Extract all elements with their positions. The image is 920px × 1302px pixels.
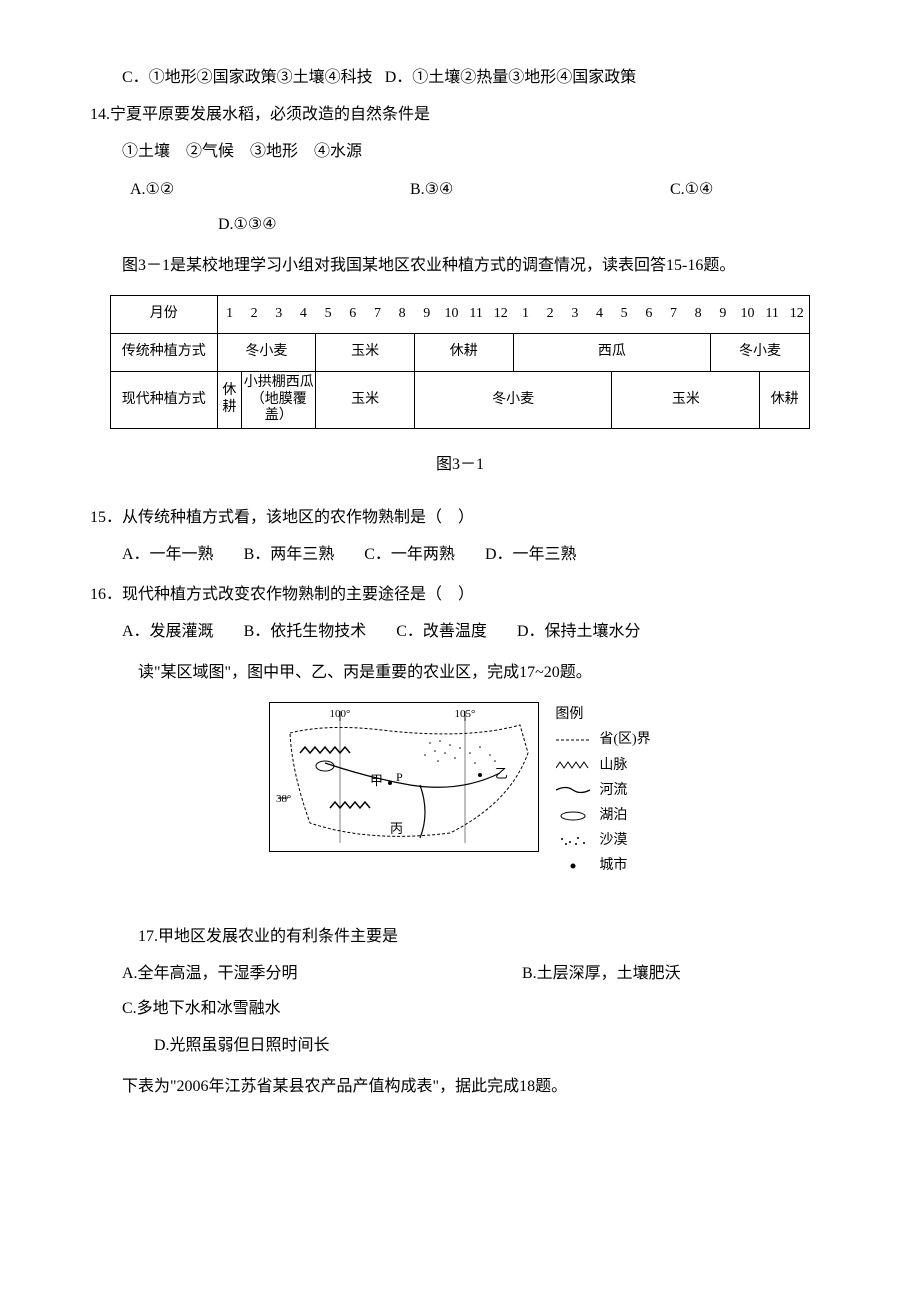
row1-label: 传统种植方式 (111, 333, 218, 371)
q16-stem: 16．现代种植方式改变农作物熟制的主要途径是（ ） (90, 577, 830, 612)
table-row-modern: 现代种植方式 休耕 小拱棚西瓜 （地膜覆盖） 玉米 冬小麦 玉米 休耕 (111, 371, 810, 428)
map-legend: 图例 省(区)界 山脉 河流 湖泊 沙漠 城市 (555, 702, 650, 878)
q14-opt-a: A.①② (130, 172, 410, 207)
q14-stem: 14.宁夏平原要发展水稻，必须改造的自然条件是 (90, 97, 830, 132)
q14-opt-d: D.①③④ (90, 207, 830, 242)
month-cell: 2 (538, 296, 563, 334)
crop-cell: 休耕 (414, 333, 513, 371)
desert-icon (555, 835, 591, 847)
q15-opt-c: C．一年两熟 (364, 537, 455, 572)
svg-text:乙: 乙 (495, 766, 508, 781)
legend-item-province: 省(区)界 (555, 727, 650, 752)
region-map-svg: 100° 105° 38° 甲 P 乙 丙 (269, 702, 539, 852)
figure-caption-3-1: 图3－1 (90, 447, 830, 482)
month-cell: 3 (562, 296, 587, 334)
crop-cell: 玉米 (316, 333, 415, 371)
q13-opt-d: D．①土壤②热量③地形④国家政策 (385, 69, 637, 86)
province-line-icon (555, 735, 591, 745)
month-cell: 11 (464, 296, 489, 334)
q15-stem: 15．从传统种植方式看，该地区的农作物熟制是（ ） (90, 500, 830, 535)
month-cell: 6 (637, 296, 662, 334)
legend-item-lake: 湖泊 (555, 803, 650, 828)
q15-opt-b: B．两年三熟 (244, 537, 335, 572)
mountain-icon (555, 760, 591, 770)
q17-stem: 17.甲地区发展农业的有利条件主要是 (90, 919, 830, 954)
month-cell: 12 (785, 296, 810, 334)
month-cell: 10 (735, 296, 760, 334)
q17-opt-c: C.多地下水和冰雪融水 (90, 991, 830, 1026)
month-cell: 5 (316, 296, 341, 334)
q13-opt-c: C．①地形②国家政策③土壤④科技 (122, 69, 373, 86)
table-row-months: 月份 1 2 3 4 5 6 7 8 9 10 11 12 1 2 3 4 5 … (111, 296, 810, 334)
q14-opts-abc: A.①② B.③④ C.①④ (90, 172, 830, 207)
q16-opts: A．发展灌溉 B．依托生物技术 C．改善温度 D．保持土壤水分 (90, 614, 830, 649)
q17-opt-b: B.土层深厚，土壤肥沃 (522, 956, 830, 991)
q17-opt-d: D.光照虽弱但日照时间长 (90, 1028, 830, 1063)
legend-item-city: 城市 (555, 853, 650, 878)
crop-cell: 冬小麦 (217, 333, 316, 371)
city-icon (555, 861, 591, 871)
intro-18: 下表为"2006年江苏省某县农产品产值构成表"，据此完成18题。 (90, 1069, 830, 1104)
crop-cell: 休耕 (760, 371, 810, 428)
svg-text:105°: 105° (455, 708, 476, 720)
svg-text:丙: 丙 (390, 821, 403, 836)
svg-text:100°: 100° (330, 708, 351, 720)
q14-opt-c: C.①④ (670, 172, 830, 207)
cropping-schedule-table: 月份 1 2 3 4 5 6 7 8 9 10 11 12 1 2 3 4 5 … (110, 295, 810, 429)
month-cell: 7 (661, 296, 686, 334)
crop-cell: 冬小麦 (711, 333, 810, 371)
crop-cell: 冬小麦 (414, 371, 611, 428)
month-cell: 9 (711, 296, 736, 334)
q14-opt-b: B.③④ (410, 172, 670, 207)
q16-opt-c: C．改善温度 (396, 614, 487, 649)
q15-opts: A．一年一熟 B．两年三熟 C．一年两熟 D．一年三熟 (90, 537, 830, 572)
crop-cell: 小拱棚西瓜 （地膜覆盖） (242, 371, 316, 428)
legend-item-mountain: 山脉 (555, 753, 650, 778)
table-row-traditional: 传统种植方式 冬小麦 玉米 休耕 西瓜 冬小麦 (111, 333, 810, 371)
month-cell: 3 (266, 296, 291, 334)
legend-title: 图例 (555, 702, 650, 727)
crop-cell: 西瓜 (513, 333, 710, 371)
q16-opt-d: D．保持土壤水分 (517, 614, 641, 649)
svg-text:38°: 38° (276, 793, 291, 805)
month-cell: 7 (365, 296, 390, 334)
month-cell: 8 (390, 296, 415, 334)
q15-opt-d: D．一年三熟 (485, 537, 577, 572)
crop-cell: 玉米 (612, 371, 760, 428)
month-cell: 9 (414, 296, 439, 334)
month-cell: 6 (340, 296, 365, 334)
q16-opt-a: A．发展灌溉 (122, 614, 214, 649)
month-cell: 12 (488, 296, 513, 334)
month-cell: 1 (513, 296, 538, 334)
q13-opts-cd: C．①地形②国家政策③土壤④科技 D．①土壤②热量③地形④国家政策 (90, 60, 830, 95)
crop-cell: 休耕 (217, 371, 242, 428)
intro-17-20: 读"某区域图"，图中甲、乙、丙是重要的农业区，完成17~20题。 (90, 655, 830, 690)
lake-icon (555, 810, 591, 822)
month-cell: 1 (217, 296, 242, 334)
month-cell: 2 (242, 296, 267, 334)
month-cell: 10 (439, 296, 464, 334)
month-cell: 11 (760, 296, 785, 334)
legend-item-desert: 沙漠 (555, 828, 650, 853)
q17-opts-ab: A.全年高温，干湿季分明 B.土层深厚，土壤肥沃 (90, 956, 830, 991)
month-cell: 4 (291, 296, 316, 334)
q14-choices: ①土壤 ②气候 ③地形 ④水源 (90, 134, 830, 169)
q16-opt-b: B．依托生物技术 (244, 614, 367, 649)
q17-opt-a: A.全年高温，干湿季分明 (122, 956, 522, 991)
row2-label: 现代种植方式 (111, 371, 218, 428)
q15-opt-a: A．一年一熟 (122, 537, 214, 572)
river-icon (555, 785, 591, 795)
legend-item-river: 河流 (555, 778, 650, 803)
crop-cell: 玉米 (316, 371, 415, 428)
svg-text:P: P (396, 770, 403, 784)
region-map-figure: 100° 105° 38° 甲 P 乙 丙 图例 (90, 702, 830, 878)
hdr-month: 月份 (111, 296, 218, 334)
intro-15-16: 图3－1是某校地理学习小组对我国某地区农业种植方式的调查情况，读表回答15-16… (90, 248, 830, 283)
month-cell: 4 (587, 296, 612, 334)
svg-text:甲: 甲 (370, 773, 383, 788)
month-cell: 8 (686, 296, 711, 334)
month-cell: 5 (612, 296, 637, 334)
